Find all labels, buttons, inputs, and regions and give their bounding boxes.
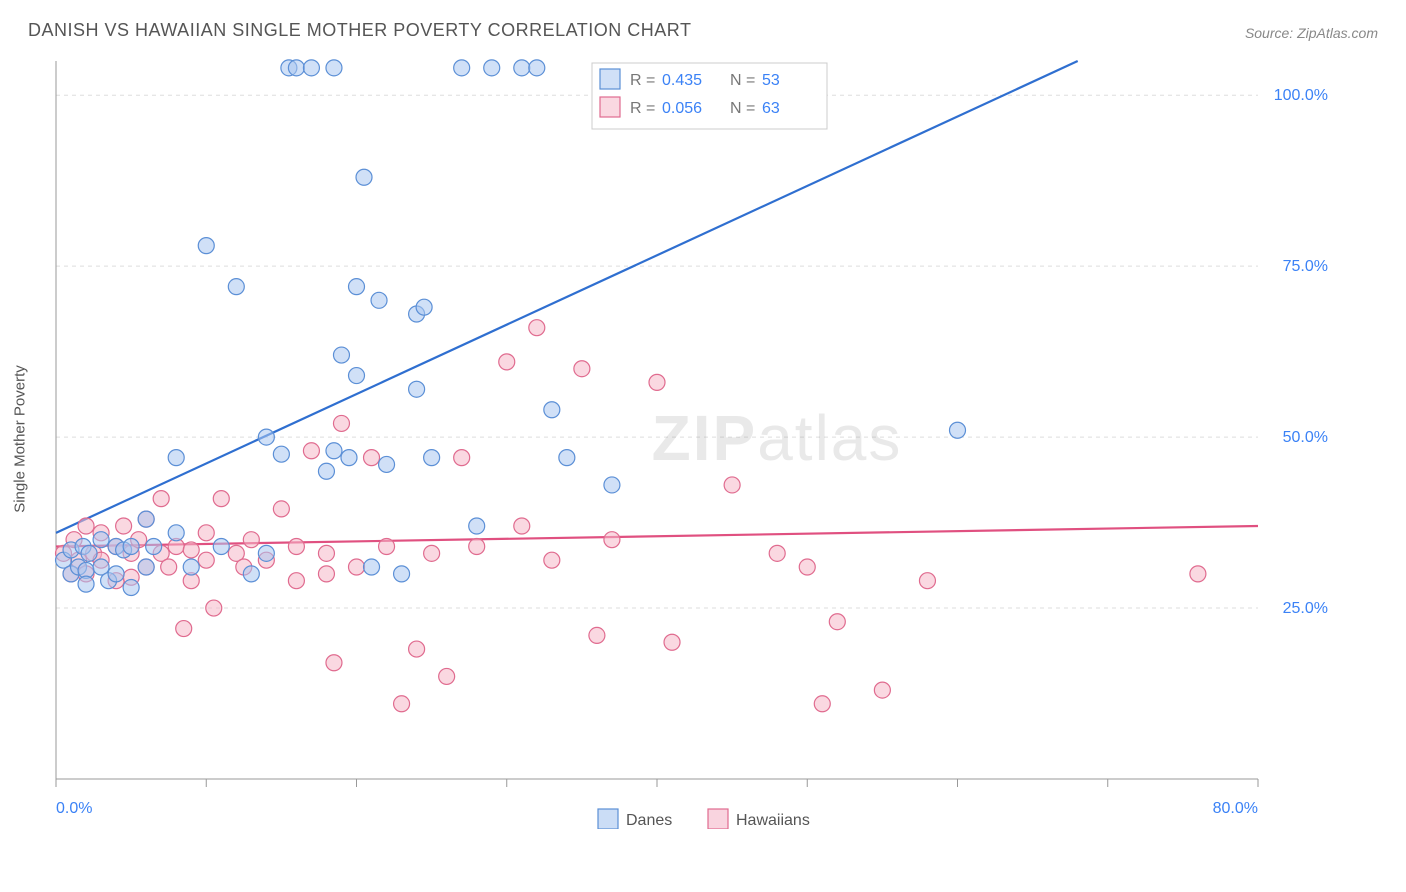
svg-text:N =: N = (730, 72, 755, 89)
chart-title: DANISH VS HAWAIIAN SINGLE MOTHER POVERTY… (28, 20, 691, 41)
svg-text:R =: R = (630, 72, 655, 89)
svg-text:0.435: 0.435 (662, 72, 702, 89)
svg-text:0.0%: 0.0% (56, 800, 92, 817)
svg-text:63: 63 (762, 100, 780, 117)
svg-text:80.0%: 80.0% (1213, 800, 1258, 817)
svg-text:ZIPatlas: ZIPatlas (652, 402, 903, 474)
svg-text:Danes: Danes (626, 812, 672, 829)
chart-source: Source: ZipAtlas.com (1245, 25, 1378, 41)
svg-text:25.0%: 25.0% (1283, 600, 1328, 617)
svg-text:75.0%: 75.0% (1283, 258, 1328, 275)
scatter-chart: 0.0% 80.0% 25.0% 50.0% 75.0% 100.0% ZIPatlas R … (28, 49, 1358, 829)
svg-text:Hawaiians: Hawaiians (736, 812, 810, 829)
svg-text:0.056: 0.056 (662, 100, 702, 117)
y-axis-label: Single Mother Poverty (12, 365, 29, 513)
svg-text:N =: N = (730, 100, 755, 117)
svg-text:50.0%: 50.0% (1283, 429, 1328, 446)
svg-text:53: 53 (762, 72, 780, 89)
chart-header: DANISH VS HAWAIIAN SINGLE MOTHER POVERTY… (0, 0, 1406, 49)
svg-text:100.0%: 100.0% (1274, 87, 1328, 104)
chart-container: Single Mother Poverty 0.0%80.0%25.0%50.0… (28, 49, 1378, 829)
svg-text:R =: R = (630, 100, 655, 117)
